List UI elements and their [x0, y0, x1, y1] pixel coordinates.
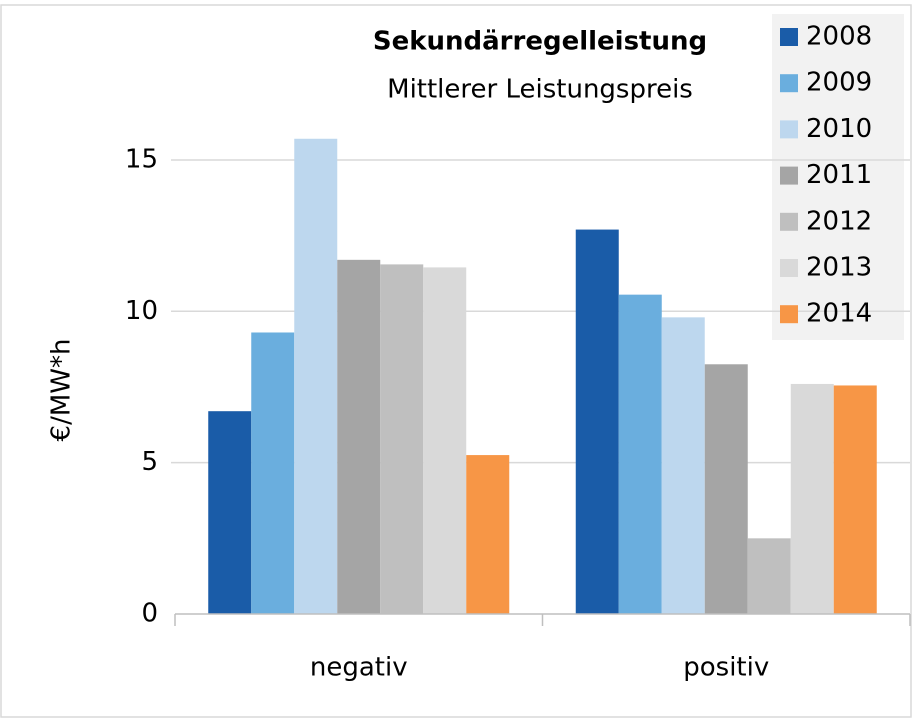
legend-swatch	[780, 212, 798, 231]
legend-swatch	[780, 74, 798, 93]
bar	[661, 317, 705, 614]
y-tick-label: 15	[125, 144, 158, 174]
bar	[423, 267, 467, 614]
bar	[466, 455, 510, 614]
legend-label: 2012	[806, 206, 872, 236]
x-tick-label: negativ	[310, 653, 408, 683]
bar	[747, 538, 791, 614]
legend-label: 2010	[806, 114, 872, 144]
legend-label: 2008	[806, 22, 872, 52]
y-axis-label: €/MW*h	[47, 339, 77, 442]
bar	[790, 383, 834, 614]
legend-swatch	[780, 28, 798, 46]
legend-label: 2014	[806, 299, 872, 329]
bar	[704, 364, 748, 614]
bar	[251, 332, 295, 614]
legend-swatch	[780, 305, 798, 324]
chart-title: Sekundärregelleistung	[373, 27, 707, 57]
bar	[575, 229, 619, 615]
y-tick-label: 10	[125, 296, 158, 326]
legend-swatch	[780, 259, 798, 277]
legend-label: 2009	[806, 68, 872, 98]
legend-swatch	[780, 166, 798, 185]
x-tick-label: positiv	[683, 653, 769, 683]
bar	[618, 294, 662, 614]
bar	[380, 264, 424, 614]
y-tick-label: 5	[141, 447, 158, 477]
legend-label: 2013	[806, 253, 872, 283]
legend-swatch	[780, 120, 798, 139]
bar	[833, 385, 877, 614]
y-tick-label: 0	[141, 599, 158, 629]
chart-subtitle: Mittlerer Leistungspreis	[387, 75, 693, 105]
bar	[208, 411, 252, 614]
legend-label: 2011	[806, 160, 872, 190]
bar	[337, 259, 381, 614]
bar	[294, 138, 338, 615]
